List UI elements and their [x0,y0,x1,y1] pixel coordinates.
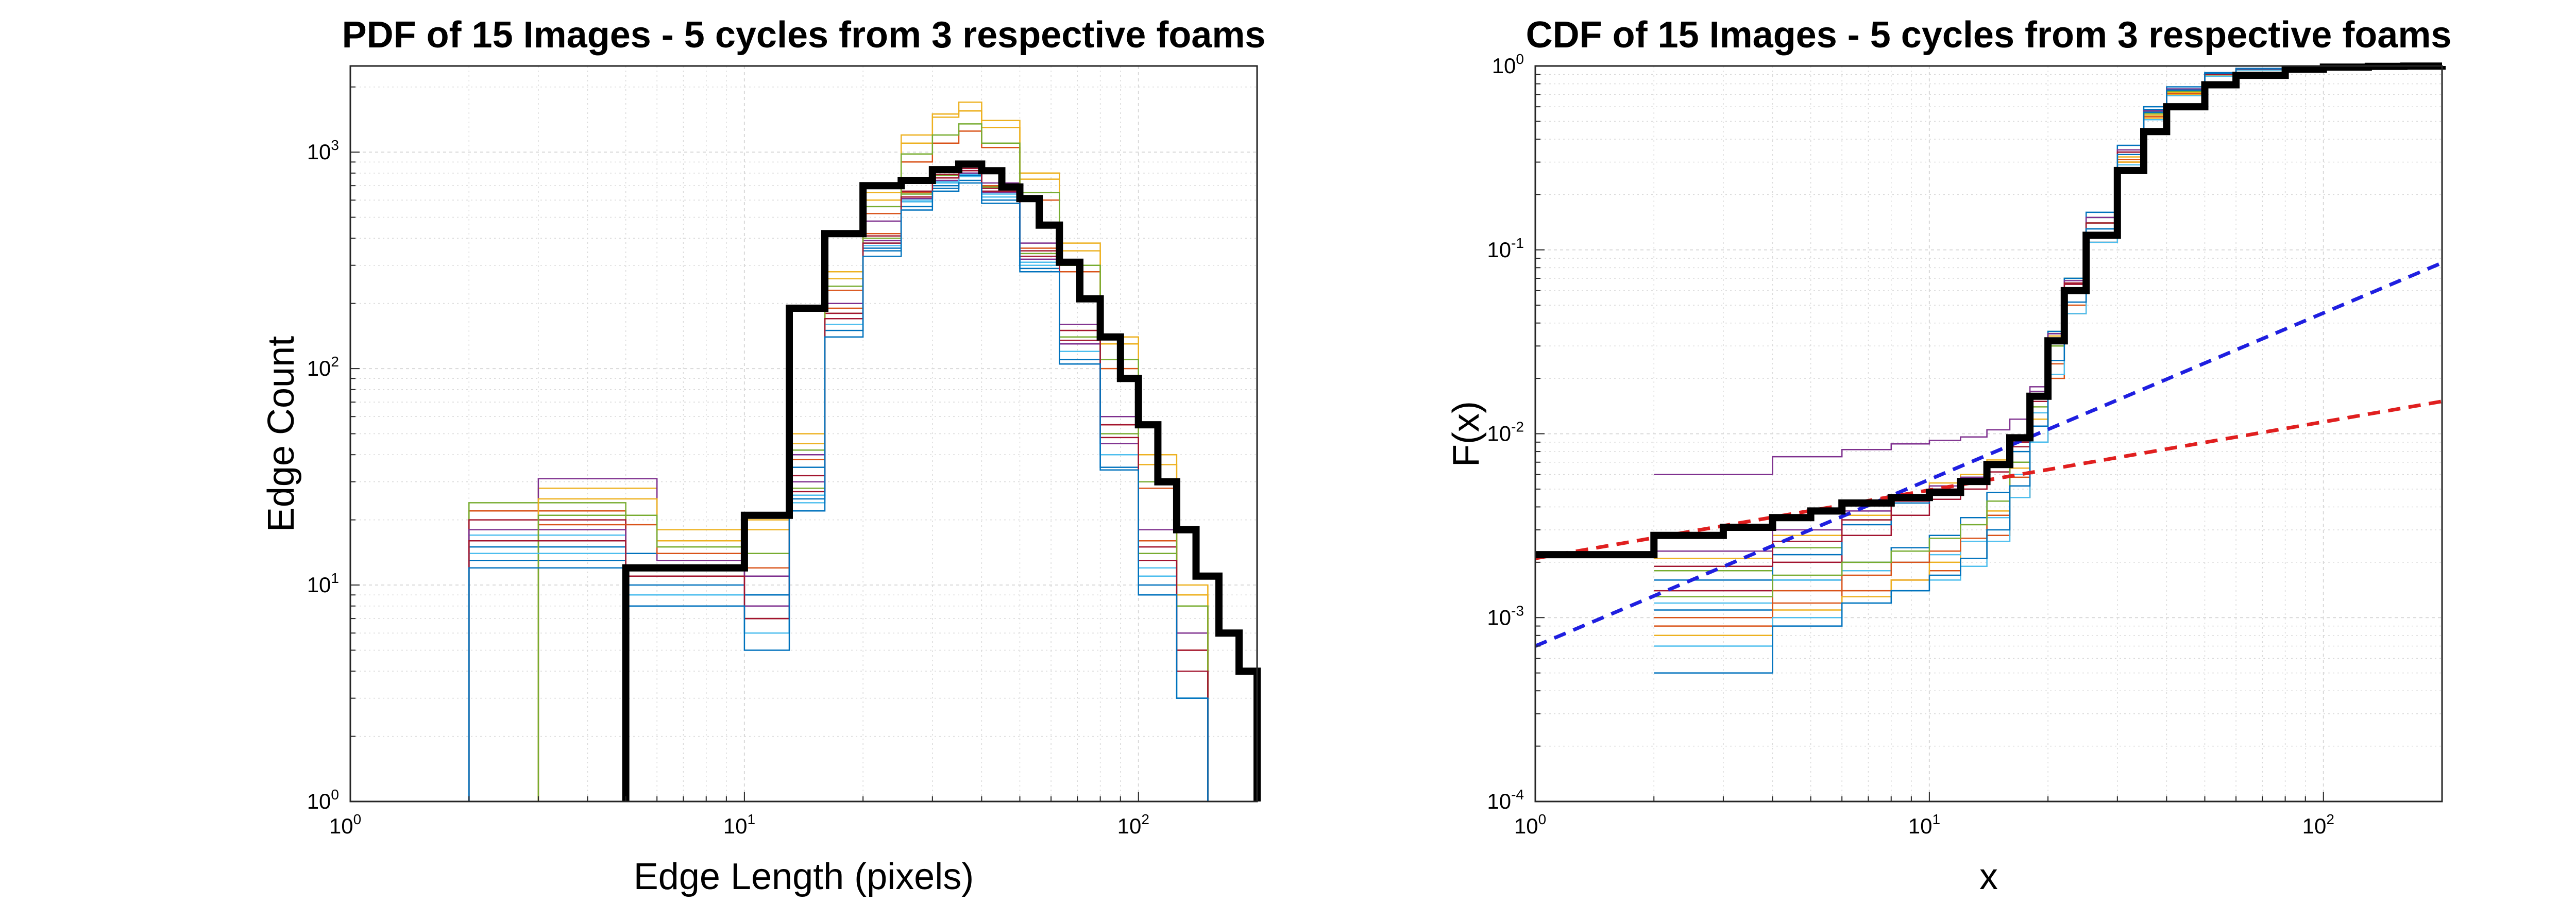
cdf-ytick-label: 10-4 [1487,787,1524,813]
pdf-ytick-label: 101 [307,570,339,597]
pdf-chart: 100 101 102 100 101 102 103 PDF of 15 Images -… [261,14,1265,897]
cdf-aggregate-line [1535,62,2446,559]
cdf-title: CDF of 15 Images - 5 cycles from 3 respe… [1526,14,2452,56]
cdf-xtick-label: 102 [2302,811,2334,838]
pdf-series-12 [537,123,1209,801]
pdf-aggregate-line [622,160,1261,801]
pdf-ylabel: Edge Count [261,336,302,532]
cdf-ylabel: F(x) [1446,401,1487,467]
cdf-aggregate-group [1535,62,2446,559]
pdf-series-3 [537,102,1209,801]
cdf-ytick-label: 100 [1492,51,1524,78]
pdf-title: PDF of 15 Images - 5 cycles from 3 respe… [342,14,1266,56]
pdf-xtick-label: 102 [1117,811,1149,838]
cdf-series-15 [1654,65,2443,674]
pdf-ytick-label: 103 [307,137,339,164]
pdf-aggregate-group [622,160,1261,801]
cdf-xtick-label: 101 [1908,811,1940,838]
pdf-series-14 [468,170,1209,801]
pdf-series-13 [468,176,1209,801]
pdf-series-10 [537,110,1209,801]
cdf-ytick-label: 10-1 [1487,235,1524,262]
pdf-xtick-label: 101 [723,811,755,838]
pdf-ytick-label: 102 [307,354,339,380]
pdf-series-9 [537,130,1209,801]
pdf-series-group [468,102,1209,801]
pdf-ticks: 100 101 102 100 101 102 103 [307,86,1258,838]
pdf-series-15 [468,182,1209,801]
cdf-ytick-label: 10-2 [1487,419,1524,446]
cdf-chart: 100 101 102 10-4 10-3 10-2 10-1 100 CDF of 15 I… [1446,14,2451,897]
cdf-ytick-label: 10-3 [1487,603,1524,629]
cdf-xtick-label: 100 [1514,811,1546,838]
pdf-series-11 [468,172,1209,801]
pdf-xlabel: Edge Length (pixels) [634,856,974,897]
pdf-ytick-label: 100 [307,787,339,813]
pdf-xtick-label: 100 [329,811,361,838]
cdf-xlabel: x [1979,856,1998,897]
cdf-ticks: 100 101 102 10-4 10-3 10-2 10-1 100 [1487,51,2443,838]
